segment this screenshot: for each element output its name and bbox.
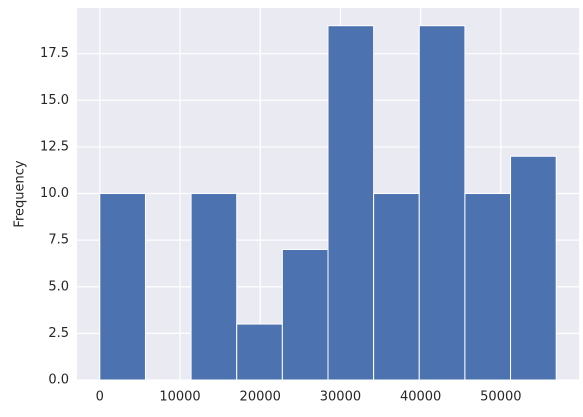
bar: [99, 193, 146, 381]
y-tick-label: 0.0: [48, 373, 69, 388]
x-tick-label: 10000: [159, 390, 200, 405]
bar: [327, 25, 375, 381]
y-axis-label: Frequency: [13, 160, 28, 227]
bar: [236, 323, 283, 381]
y-tick-label: 17.5: [40, 46, 69, 61]
y-tick-label: 7.5: [48, 233, 69, 248]
y-tick-label: 2.5: [48, 326, 69, 341]
bar: [510, 155, 557, 381]
y-tick-label: 5.0: [48, 279, 69, 294]
bar: [190, 193, 238, 381]
x-tick-label: 20000: [240, 390, 281, 405]
y-tick-label: 12.5: [40, 139, 69, 154]
y-tick-label: 15.0: [40, 93, 69, 108]
bar: [281, 248, 329, 381]
bar: [464, 193, 512, 381]
bar: [373, 193, 420, 381]
x-tick-label: 30000: [320, 390, 361, 405]
y-tick-label: 10.0: [40, 186, 69, 201]
x-tick-label: 0: [96, 390, 104, 405]
x-tick-label: 50000: [480, 390, 521, 405]
x-tick-label: 40000: [400, 390, 441, 405]
bar: [418, 25, 466, 381]
